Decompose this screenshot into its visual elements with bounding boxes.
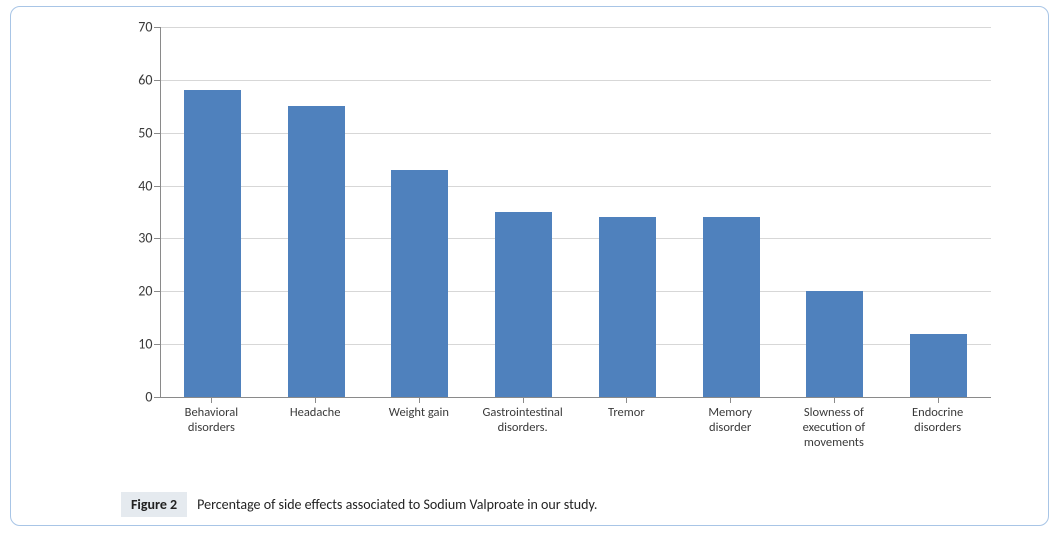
y-tick-label: 50 — [125, 124, 153, 141]
bar — [184, 90, 241, 397]
y-tick-mark — [154, 238, 160, 239]
x-tick-mark — [315, 397, 316, 403]
gridline — [161, 344, 991, 345]
plot-area — [160, 27, 991, 398]
gridline — [161, 133, 991, 134]
x-tick-mark — [419, 397, 420, 403]
x-category-label: Behavioraldisorders — [162, 405, 262, 435]
x-category-label: Weight gain — [369, 405, 469, 420]
y-tick-label: 40 — [125, 177, 153, 194]
y-tick-mark — [154, 291, 160, 292]
gridline — [161, 186, 991, 187]
y-tick-mark — [154, 397, 160, 398]
gridline — [161, 27, 991, 28]
x-category-label: Endocrinedisorders — [888, 405, 988, 435]
bar — [391, 170, 448, 397]
figure-card: 0 10 20 30 40 50 60 70 BehavioraldisordersHeada… — [10, 6, 1049, 526]
bar — [288, 106, 345, 397]
x-category-label: Gastrointestinaldisorders. — [473, 405, 573, 435]
y-tick-label: 10 — [125, 336, 153, 353]
x-category-label: Headache — [265, 405, 365, 420]
figure-caption: Figure 2 Percentage of side effects assoc… — [121, 492, 597, 517]
x-category-label: Tremor — [577, 405, 677, 420]
y-tick-label: 70 — [125, 19, 153, 36]
y-tick-mark — [154, 27, 160, 28]
figure-label-badge: Figure 2 — [121, 492, 187, 517]
x-tick-mark — [211, 397, 212, 403]
y-tick-label: 0 — [125, 389, 153, 406]
x-tick-mark — [834, 397, 835, 403]
x-tick-mark — [730, 397, 731, 403]
bar — [910, 334, 967, 397]
x-category-label: Memorydisorder — [680, 405, 780, 435]
bar — [599, 217, 656, 397]
y-tick-mark — [154, 186, 160, 187]
y-tick-mark — [154, 133, 160, 134]
gridline — [161, 291, 991, 292]
y-tick-mark — [154, 80, 160, 81]
y-tick-label: 20 — [125, 283, 153, 300]
y-tick-mark — [154, 344, 160, 345]
bar-chart: 0 10 20 30 40 50 60 70 BehavioraldisordersHeada… — [50, 17, 1010, 447]
gridline — [161, 238, 991, 239]
figure-caption-text: Percentage of side effects associated to… — [197, 496, 597, 513]
bar — [495, 212, 552, 397]
x-tick-mark — [626, 397, 627, 403]
x-tick-mark — [523, 397, 524, 403]
x-tick-mark — [938, 397, 939, 403]
bar — [703, 217, 760, 397]
y-tick-label: 30 — [125, 230, 153, 247]
bar — [806, 291, 863, 397]
y-tick-label: 60 — [125, 71, 153, 88]
x-category-label: Slowness ofexecution ofmovements — [784, 405, 884, 450]
gridline — [161, 80, 991, 81]
